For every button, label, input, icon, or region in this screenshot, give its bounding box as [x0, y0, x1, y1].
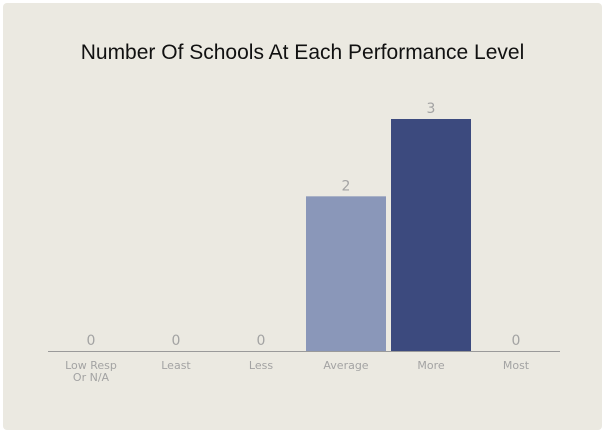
category-label-5: Most — [503, 359, 530, 372]
category-label-4: More — [417, 359, 445, 372]
value-label-3: 2 — [342, 178, 351, 194]
value-label-0: 0 — [87, 333, 96, 349]
bar-chart: 0 Low Resp Or N/A 0 Least 0 Less 2 Average 3 More 0… — [48, 101, 560, 384]
bar-4 — [391, 119, 471, 351]
category-label-1: Least — [161, 359, 191, 372]
value-label-2: 0 — [257, 333, 266, 349]
chart-card: Number Of Schools At Each Performance Le… — [3, 3, 602, 430]
chart-title: Number Of Schools At Each Performance Le… — [80, 41, 525, 64]
value-label-4: 3 — [427, 101, 436, 117]
bar-3 — [306, 196, 386, 351]
category-label-2: Less — [249, 359, 273, 372]
value-label-5: 0 — [512, 333, 521, 349]
value-label-1: 0 — [172, 333, 181, 349]
category-label-0: Low Resp Or N/A — [65, 359, 117, 384]
category-label-3: Average — [323, 359, 368, 372]
